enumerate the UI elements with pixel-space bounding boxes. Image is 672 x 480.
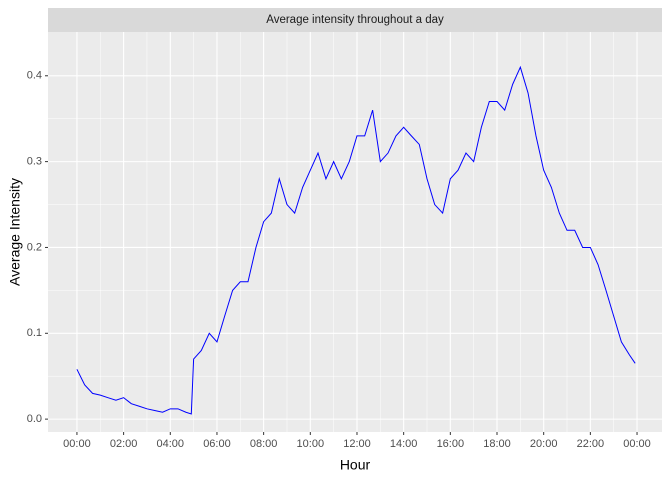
x-tick-label: 00:00 [63, 438, 91, 450]
x-tick-label: 06:00 [203, 438, 231, 450]
plot-panel [48, 32, 662, 432]
y-tick-label: 0.3 [27, 156, 42, 168]
y-tick-label: 0.1 [27, 327, 42, 339]
x-tick-label: 20:00 [530, 438, 558, 450]
x-tick-label: 14:00 [390, 438, 418, 450]
x-tick-label: 00:00 [623, 438, 651, 450]
x-axis-title: Hour [340, 457, 371, 473]
x-tick-label: 08:00 [250, 438, 278, 450]
data-line [76, 65, 636, 415]
chart-title: Average intensity throughout a day [266, 14, 444, 26]
y-tick-label: 0.4 [27, 70, 42, 82]
x-tick-label: 02:00 [110, 438, 138, 450]
x-tick-label: 04:00 [157, 438, 185, 450]
y-tick-label: 0.2 [27, 241, 42, 253]
y-tick-label: 0.0 [27, 413, 42, 425]
x-tick-label: 10:00 [297, 438, 325, 450]
x-tick-label: 22:00 [577, 438, 605, 450]
x-tick-label: 18:00 [483, 438, 511, 450]
y-axis-title: Average Intensity [7, 178, 23, 286]
facet-strip [48, 8, 662, 32]
x-tick-label: 12:00 [343, 438, 371, 450]
x-tick-label: 16:00 [437, 438, 465, 450]
